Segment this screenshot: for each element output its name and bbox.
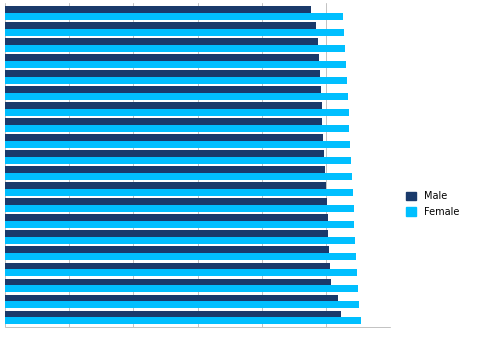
Bar [5, 317, 361, 324]
Bar [5, 29, 344, 36]
Bar [5, 70, 320, 77]
Bar [5, 173, 352, 180]
Bar [5, 141, 350, 148]
Bar [5, 263, 330, 269]
Bar [5, 301, 359, 308]
Bar [5, 22, 316, 29]
Bar [5, 109, 348, 116]
Bar [5, 54, 319, 61]
Bar [5, 269, 357, 276]
Bar [5, 231, 328, 237]
Bar [5, 134, 324, 141]
Bar [5, 182, 326, 189]
Bar [5, 157, 351, 164]
Bar [5, 246, 330, 253]
Bar [5, 118, 322, 125]
Bar [5, 86, 320, 93]
Bar [5, 198, 326, 205]
Bar [5, 77, 347, 84]
Bar [5, 102, 322, 109]
Bar [5, 166, 325, 173]
Bar [5, 150, 324, 157]
Bar [5, 189, 353, 196]
Bar [5, 311, 341, 317]
Bar [5, 125, 350, 132]
Bar [5, 295, 338, 301]
Bar [5, 253, 356, 260]
Legend: Male, Female: Male, Female [402, 187, 463, 221]
Bar [5, 285, 358, 292]
Bar [5, 205, 354, 212]
Bar [5, 6, 311, 13]
Bar [5, 38, 318, 45]
Bar [5, 214, 328, 221]
Bar [5, 237, 356, 244]
Bar [5, 13, 343, 20]
Bar [5, 93, 347, 100]
Bar [5, 61, 346, 68]
Bar [5, 221, 354, 228]
Bar [5, 45, 345, 52]
Bar [5, 278, 331, 285]
